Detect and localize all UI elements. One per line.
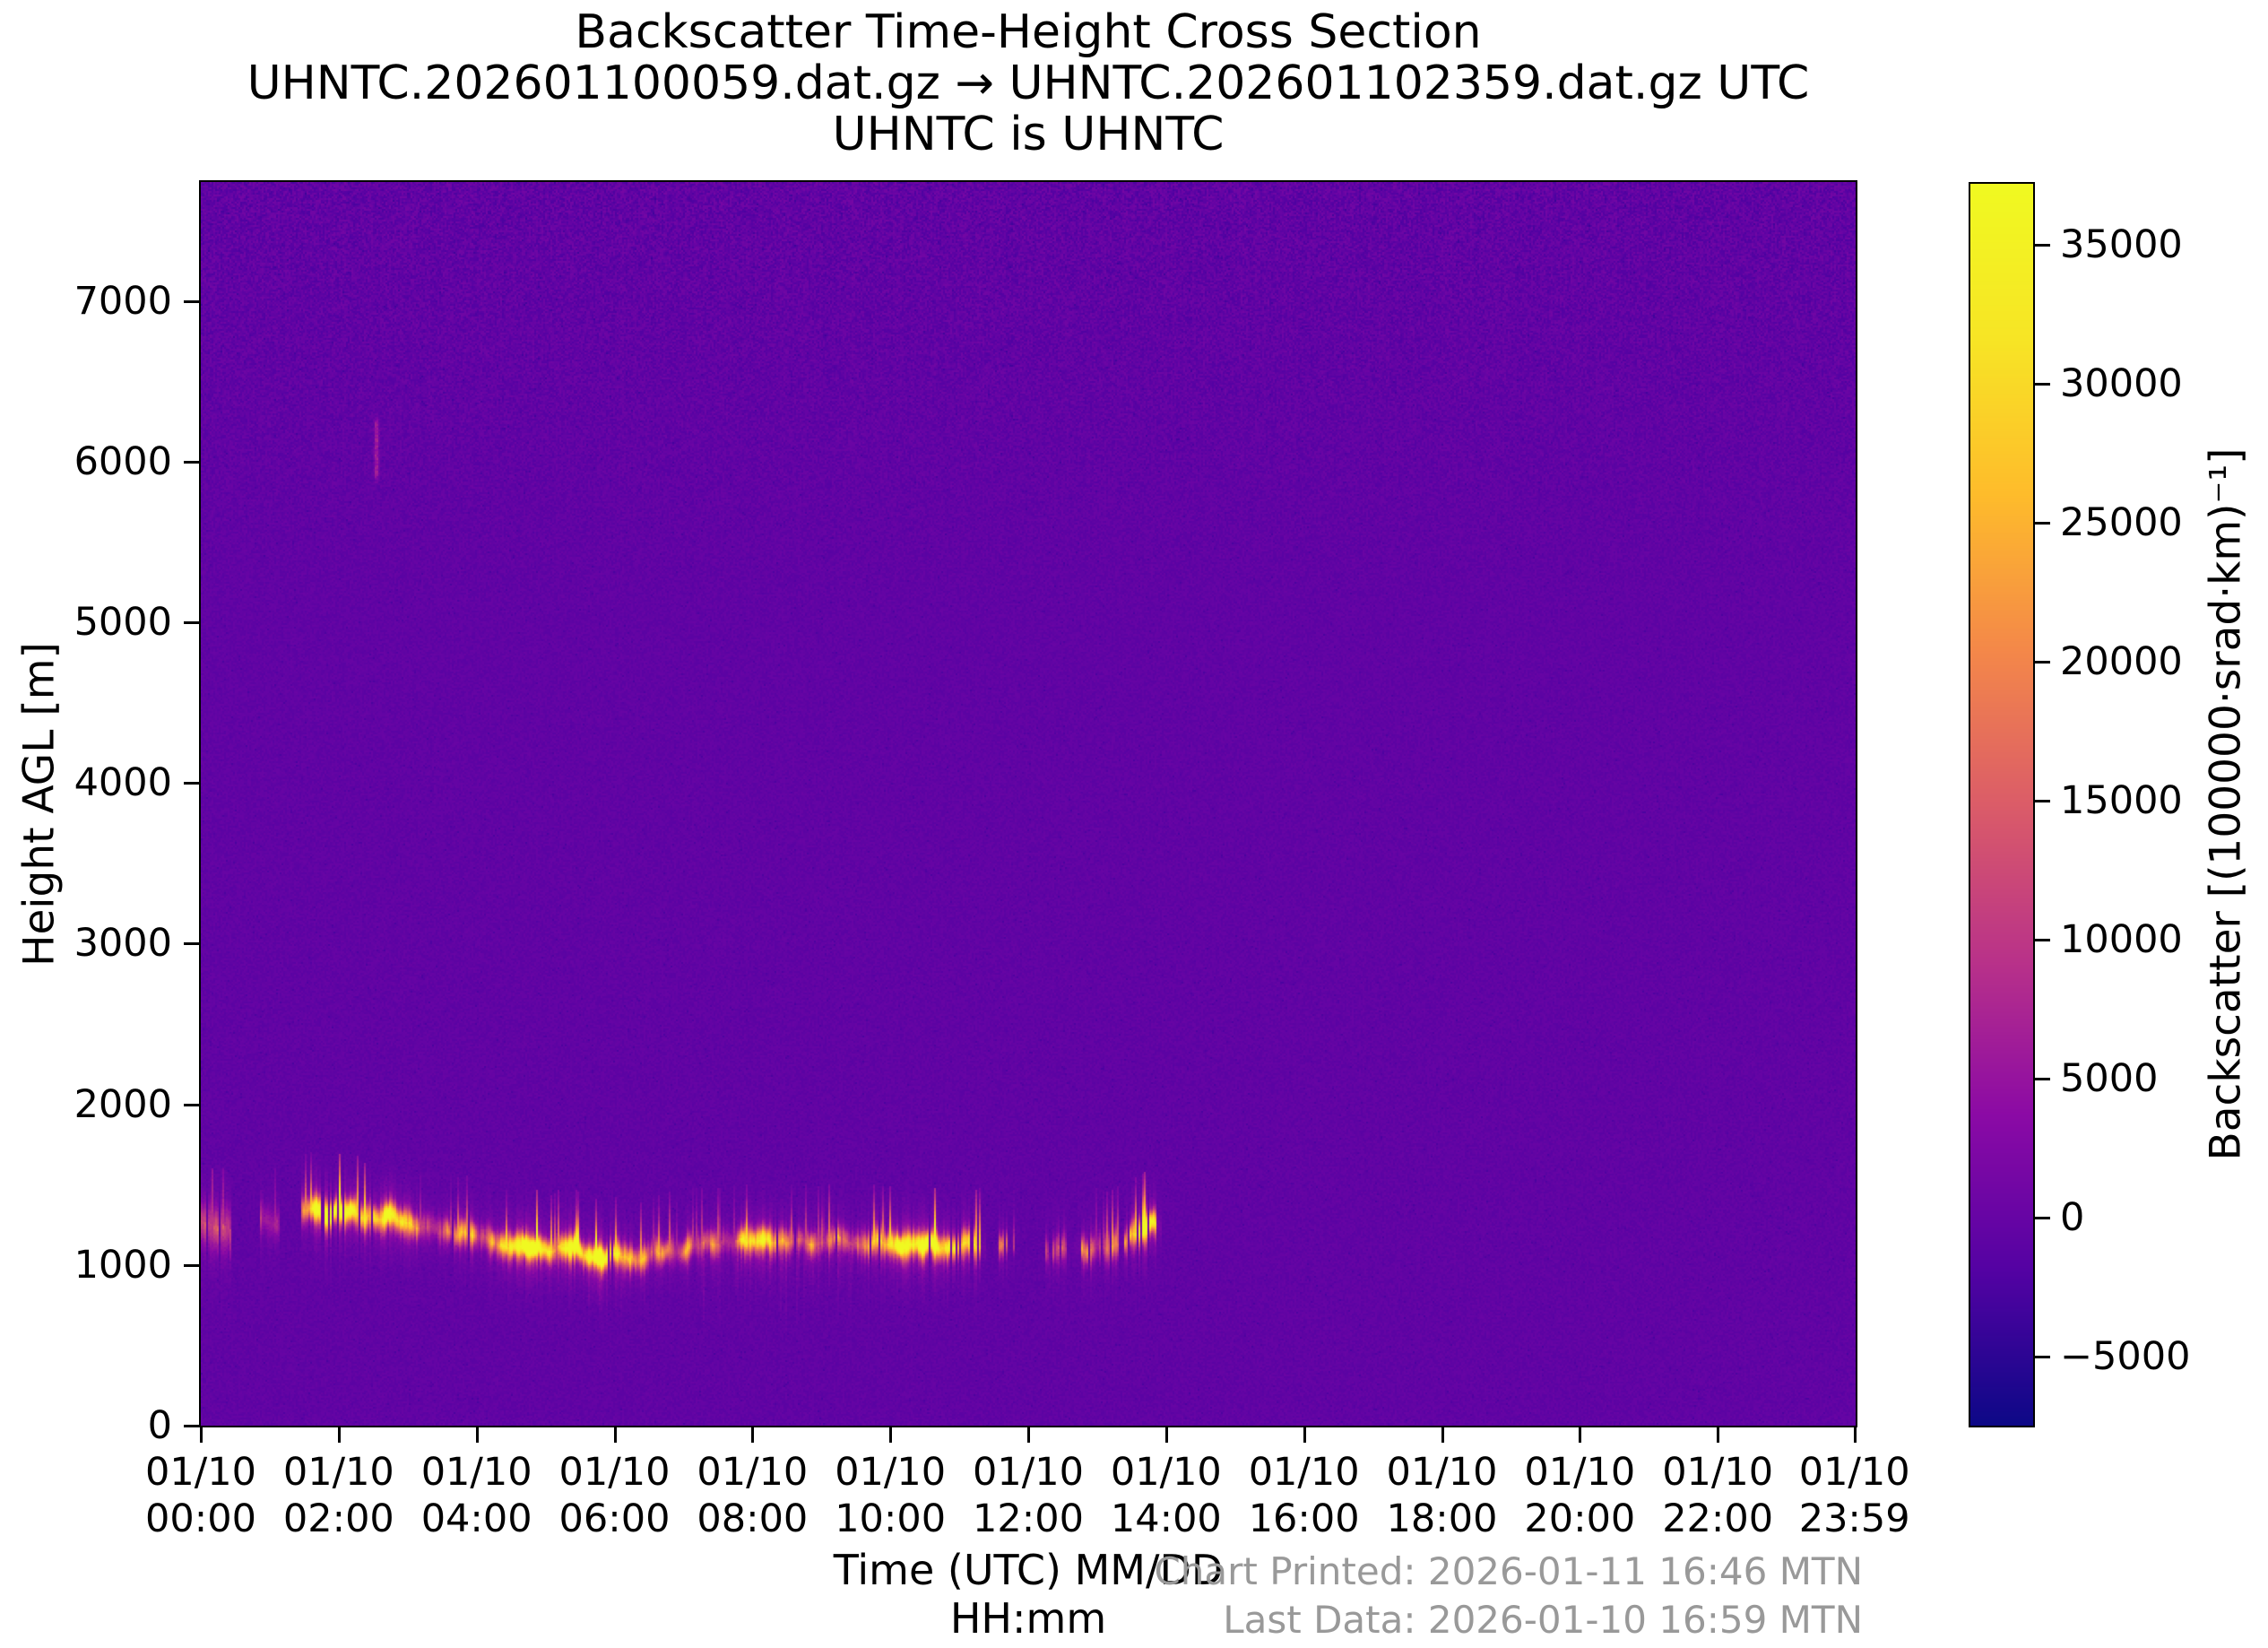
x-tick-label: 01/10 04:00 (420, 1450, 532, 1541)
colorbar-tick-label: 35000 (2060, 222, 2183, 268)
x-tick-mark (1579, 1427, 1582, 1443)
colorbar-tick-mark (2035, 938, 2050, 941)
colorbar-tick-mark (2035, 1355, 2050, 1358)
x-tick-mark (1853, 1427, 1857, 1443)
y-tick-mark (184, 1425, 199, 1427)
x-tick-label: 01/10 20:00 (1524, 1450, 1636, 1541)
y-tick-label: 2000 (74, 1081, 172, 1127)
x-tick-mark (751, 1427, 755, 1443)
y-tick-label: 1000 (74, 1242, 172, 1288)
x-tick-mark (1164, 1427, 1168, 1443)
y-tick-label: 5000 (74, 600, 172, 645)
page-subtitle: UHNTC.202601100059.dat.gz → UHNTC.202601… (247, 56, 1810, 110)
x-tick-mark (1441, 1427, 1444, 1443)
heatmap-canvas (201, 182, 1856, 1426)
colorbar-tick-mark (2035, 522, 2050, 525)
page-subtitle-2: UHNTC is UHNTC (832, 108, 1225, 161)
x-tick-label: 01/10 02:00 (282, 1450, 394, 1541)
colorbar-tick-label: 10000 (2060, 916, 2183, 962)
x-axis-label: Time (UTC) MM/DD HH:mm (201, 1546, 1856, 1643)
colorbar-tick-mark (2035, 383, 2050, 386)
page-title: Backscatter Time-Height Cross Section (575, 5, 1482, 59)
colorbar-tick-label: −5000 (2060, 1333, 2191, 1379)
title-block: Backscatter Time-Height Cross Section UH… (201, 7, 1856, 160)
y-tick-mark (184, 460, 199, 464)
x-tick-label: 01/10 06:00 (558, 1450, 671, 1541)
x-tick-mark (475, 1427, 479, 1443)
y-tick-label: 6000 (74, 438, 172, 484)
colorbar-tick-label: 15000 (2060, 777, 2183, 823)
colorbar-tick-mark (2035, 799, 2050, 802)
colorbar-tick-label: 5000 (2060, 1055, 2159, 1101)
x-tick-label: 01/10 12:00 (973, 1450, 1084, 1541)
colorbar-tick-mark (2035, 1216, 2050, 1219)
y-tick-label: 3000 (74, 921, 172, 967)
x-tick-label: 01/10 00:00 (145, 1450, 256, 1541)
x-tick-mark (1027, 1427, 1030, 1443)
colorbar-label: Backscatter [(100000·srad·km)⁻¹] (2201, 447, 2251, 1161)
y-tick-mark (184, 299, 199, 303)
x-tick-mark (1303, 1427, 1306, 1443)
y-tick-mark (184, 942, 199, 946)
y-tick-label: 4000 (74, 760, 172, 806)
footer-block: Chart Printed: 2026-01-11 16:46 MTN Last… (1076, 1548, 1863, 1644)
x-tick-label: 01/10 16:00 (1248, 1450, 1360, 1541)
x-tick-mark (1717, 1427, 1720, 1443)
y-tick-label: 0 (147, 1403, 172, 1448)
colorbar-tick-mark (2035, 244, 2050, 247)
colorbar-tick-label: 0 (2060, 1194, 2085, 1240)
x-tick-label: 01/10 22:00 (1662, 1450, 1774, 1541)
x-axis-label-line1: Time (UTC) MM/DD (833, 1546, 1224, 1594)
x-tick-mark (337, 1427, 341, 1443)
colorbar-tick-label: 25000 (2060, 500, 2183, 545)
last-data-timestamp: Last Data: 2026-01-10 16:59 MTN (1223, 1598, 1863, 1642)
y-tick-mark (184, 1263, 199, 1267)
x-tick-label: 01/10 08:00 (697, 1450, 809, 1541)
colorbar-tick-label: 30000 (2060, 361, 2183, 407)
x-axis-label-line2: HH:mm (949, 1594, 1107, 1643)
y-tick-mark (184, 621, 199, 624)
colorbar-frame (1969, 182, 2035, 1427)
colorbar-tick-mark (2035, 660, 2050, 664)
x-tick-mark (613, 1427, 617, 1443)
colorbar-tick-label: 20000 (2060, 638, 2183, 684)
chart-printed-timestamp: Chart Printed: 2026-01-11 16:46 MTN (1154, 1549, 1863, 1593)
plot-frame (199, 180, 1857, 1427)
y-tick-mark (184, 1103, 199, 1106)
x-tick-mark (200, 1427, 203, 1443)
x-tick-label: 01/10 14:00 (1110, 1450, 1222, 1541)
x-tick-label: 01/10 10:00 (835, 1450, 947, 1541)
colorbar-canvas (1970, 184, 2033, 1426)
colorbar-tick-mark (2035, 1077, 2050, 1080)
x-tick-mark (889, 1427, 893, 1443)
x-tick-label: 01/10 23:59 (1798, 1450, 1910, 1541)
x-tick-label: 01/10 18:00 (1386, 1450, 1498, 1541)
y-tick-mark (184, 782, 199, 785)
y-tick-label: 7000 (74, 278, 172, 324)
